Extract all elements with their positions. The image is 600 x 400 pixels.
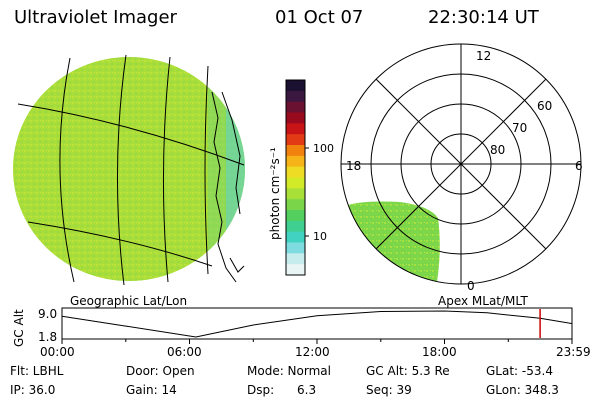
- mlt-label-12: 12: [476, 49, 491, 63]
- orbit-xtick-label: 23:59: [556, 345, 591, 359]
- orbit-xtick-label: 00:00: [40, 345, 75, 359]
- orbit-xtick-label: 12:00: [295, 345, 330, 359]
- parallel-line: [27, 221, 213, 267]
- orbit-altitude-curve: [61, 310, 572, 338]
- colorbar-tick-label: 100: [313, 142, 334, 155]
- colorbar-segment: [286, 112, 305, 124]
- ip-info: IP: 36.0: [10, 383, 56, 397]
- mlt-label-6: 6: [575, 159, 583, 173]
- polar-panel-label: Apex MLat/MLT: [438, 294, 528, 308]
- mlt-label-18: 18: [346, 159, 361, 173]
- coastline: [211, 91, 237, 283]
- polar-grid: [340, 43, 582, 285]
- colorbar-segment: [286, 188, 305, 200]
- orbit-ytick-label: 9.0: [38, 307, 57, 321]
- colorbar-segment: [286, 231, 305, 243]
- orbit-plot: 9.0 1.8 GC Alt: [12, 307, 573, 347]
- meridian-line: [162, 56, 171, 283]
- orbit-x-ticks: [61, 339, 573, 344]
- gain-info: Gain: 14: [126, 383, 177, 397]
- mlat-label-70: 70: [512, 121, 527, 135]
- orbit-ytick-label: 1.8: [38, 330, 57, 344]
- filter-info: Flt: LBHL: [10, 364, 64, 378]
- colorbar-segment: [286, 210, 305, 222]
- coastline: [221, 91, 241, 215]
- colorbar-segment: [286, 264, 305, 276]
- gc-alt-info: GC Alt: 5.3 Re: [366, 364, 450, 378]
- orbit-xtick-label: 06:00: [167, 345, 202, 359]
- colorbar-segment: [286, 166, 305, 178]
- colorbar-segment: [286, 101, 305, 113]
- colorbar-segment: [286, 145, 305, 157]
- colorbar-segment: [286, 155, 305, 168]
- colorbar: 100 10 photon cm⁻²s⁻¹: [268, 79, 334, 276]
- door-info: Door: Open: [126, 364, 195, 378]
- colorbar-segment: [286, 90, 305, 103]
- date-label: 01 Oct 07: [275, 7, 364, 28]
- mode-info: Mode: Normal: [247, 364, 331, 378]
- colorbar-segment: [286, 220, 305, 233]
- orbit-xtick-label: 18:00: [422, 345, 457, 359]
- colorbar-segment: [286, 80, 305, 92]
- colorbar-tick-label: 10: [313, 230, 327, 243]
- glat-info: GLat: -53.4: [486, 364, 553, 378]
- polar-panel: 12 18 6 0 60 70 80: [340, 43, 583, 293]
- meridian-line: [59, 57, 75, 283]
- emission-texture: [13, 57, 245, 281]
- mlat-label-80: 80: [490, 143, 505, 157]
- mlat-label-60: 60: [537, 99, 552, 113]
- mlt-label-0: 0: [467, 279, 475, 293]
- colorbar-segment: [286, 123, 305, 135]
- meridian-line: [204, 65, 209, 275]
- geographic-grid: [17, 54, 245, 286]
- colorbar-segment: [286, 253, 305, 265]
- coastline: [229, 257, 245, 273]
- seq-info: Seq: 39: [366, 383, 412, 397]
- orbit-y-axis-label: GC Alt: [12, 309, 26, 347]
- meridian-line: [116, 54, 127, 286]
- emission-texture: [345, 201, 440, 284]
- dsp-label: Dsp:: [247, 383, 275, 397]
- colorbar-segment: [286, 134, 305, 146]
- polar-axis-diagonal: [375, 78, 547, 250]
- geographic-panel: [13, 54, 245, 286]
- parallel-line: [17, 103, 245, 166]
- geographic-panel-label: Geographic Lat/Lon: [70, 294, 188, 308]
- colorbar-unit-label: photon cm⁻²s⁻¹: [268, 147, 282, 240]
- orbit-frame: [61, 307, 573, 340]
- colorbar-frame: [285, 79, 306, 276]
- time-label: 22:30:14 UT: [428, 7, 539, 28]
- colorbar-segment: [286, 177, 305, 189]
- app-title: Ultraviolet Imager: [14, 7, 177, 28]
- colorbar-segment: [286, 199, 305, 211]
- colorbar-segment: [286, 242, 305, 254]
- dsp-value: 6.3: [297, 383, 317, 397]
- glon-info: GLon: 348.3: [486, 383, 559, 397]
